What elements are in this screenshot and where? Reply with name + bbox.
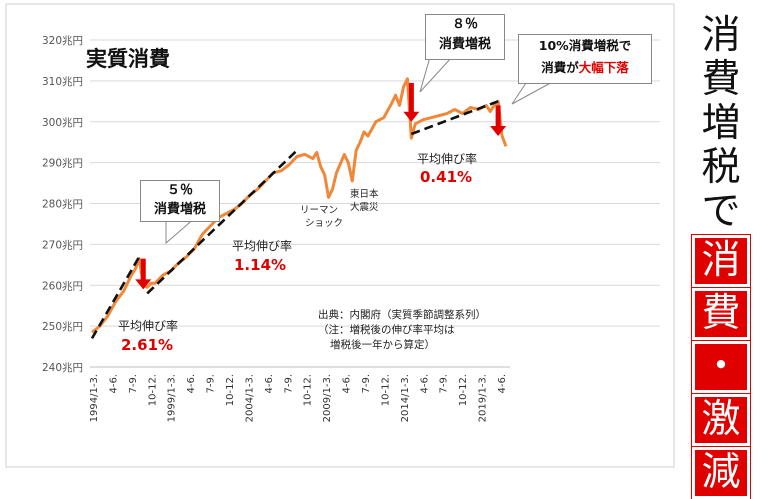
chart-title: 実質消費	[86, 47, 170, 71]
x-tick-label: 4-6.	[342, 374, 353, 394]
headline-red-char-4: 激	[692, 394, 750, 446]
headline-red-char-2: 費	[692, 288, 750, 340]
tax8-callout-tail	[419, 56, 454, 93]
tax8-callout-line2: 消費増税	[438, 37, 491, 52]
source-note-line2: （注：増税後の伸び率平均は	[318, 323, 455, 336]
source-note-line1: 出典：内閣府（実質季節調整系列）	[318, 308, 486, 321]
avg-rate-2-value: 1.14%	[234, 256, 286, 274]
headline-char-1: 消	[701, 13, 741, 58]
x-tick-label: 1999/1-3.	[167, 374, 178, 422]
slide: 240兆円 250兆円 260兆円 270兆円 280兆円 290兆円 300兆円 310兆円…	[5, 3, 762, 499]
x-tick-label: 10-12.	[225, 374, 236, 406]
tax-arrow-3-head	[490, 126, 507, 137]
x-tick-label: 10-12.	[303, 374, 314, 406]
avg-rate-1-value: 2.61%	[121, 336, 173, 354]
y-tick-label: 310兆円	[42, 76, 83, 88]
y-tick-label: 320兆円	[42, 35, 83, 47]
headline-char-5: で	[701, 189, 741, 234]
tax10-callout: 10%消費増税で 消費が大幅下落	[518, 34, 652, 84]
trend-layer	[90, 100, 499, 340]
tax10-callout-line2b: 大幅下落	[578, 60, 629, 75]
y-tick-label: 240兆円	[42, 362, 83, 374]
tax8-callout: ８％ 消費増税	[425, 14, 505, 60]
tax10-callout-line2: 消費が大幅下落	[519, 57, 651, 79]
earthquake-label-line2: 大震災	[350, 201, 379, 213]
x-tick-label: 1994/1-3.	[89, 374, 100, 422]
x-tick-label: 2019/1-3.	[478, 374, 489, 422]
x-tick-label: 4-6.	[497, 374, 508, 394]
x-tick-label: 10-12.	[147, 374, 158, 406]
x-tick-label: 2014/1-3.	[400, 374, 411, 422]
headline-red-char-5: 減	[692, 447, 750, 499]
trend-line-3	[410, 100, 499, 136]
tax10-callout-line2a: 消費が	[541, 60, 579, 75]
x-tick-label: 10-12.	[380, 374, 391, 406]
x-axis-ticks: 1994/1-3. 4-6. 7-9. 10-12. 1999/1-3. 4-6. 7-9.…	[89, 374, 508, 422]
x-tick-label: 4-6.	[264, 374, 275, 394]
tax-arrow-2-head	[403, 111, 420, 122]
tax8-callout-line1: ８％	[451, 17, 478, 32]
x-tick-label: 4-6.	[419, 374, 430, 394]
y-tick-label: 290兆円	[42, 158, 83, 170]
x-tick-label: 2009/1-3.	[322, 374, 333, 422]
x-tick-label: 10-12.	[458, 374, 469, 406]
trend-line-1	[90, 255, 141, 340]
tax5-callout: ５％ 消費増税	[140, 180, 220, 222]
avg-rate-2-label: 平均伸び率	[232, 238, 292, 253]
x-tick-label: 4-6.	[108, 374, 119, 394]
y-tick-label: 250兆円	[42, 321, 83, 333]
lehman-label-line1: リーマン	[300, 205, 338, 216]
x-tick-label: 7-9.	[439, 374, 450, 394]
chart: 240兆円 250兆円 260兆円 270兆円 280兆円 290兆円 300兆円 310兆円…	[5, 3, 675, 468]
avg-rate-3-label: 平均伸び率	[417, 151, 477, 166]
arrow-layer	[135, 82, 507, 290]
tax10-callout-line1: 10%消費増税で	[538, 38, 632, 53]
x-tick-label: 7-9.	[128, 374, 139, 394]
x-tick-label: 7-9.	[206, 374, 217, 394]
series-line-real-consumption	[91, 77, 508, 334]
x-tick-label: 7-9.	[283, 374, 294, 394]
tax5-callout-line1: ５％	[166, 183, 193, 198]
chart-frame	[5, 3, 675, 468]
lehman-label-line2: ショック	[305, 218, 343, 229]
x-tick-label: 7-9.	[361, 374, 372, 394]
tax5-callout-line2: 消費増税	[153, 202, 206, 217]
tax-arrow-1-head	[135, 279, 152, 290]
headline-char-2: 費	[701, 57, 741, 102]
trend-line-2	[146, 149, 298, 295]
source-note-line3: 増税後一年から算定）	[330, 338, 435, 351]
earthquake-label-line1: 東日本	[350, 188, 379, 200]
vertical-headline: 消 費 増 税 で 消 費 ・ 激 減	[680, 13, 762, 499]
x-tick-label: 4-6.	[186, 374, 197, 394]
avg-rate-1-label: 平均伸び率	[118, 318, 178, 333]
headline-char-3: 増	[701, 101, 741, 146]
y-tick-label: 280兆円	[42, 199, 83, 211]
y-axis-ticks: 240兆円 250兆円 260兆円 270兆円 280兆円 290兆円 300兆円 310兆円…	[42, 35, 83, 374]
y-tick-label: 300兆円	[42, 117, 83, 129]
y-tick-label: 260兆円	[42, 280, 83, 292]
headline-red-char-3: ・	[692, 341, 750, 393]
y-tick-label: 270兆円	[42, 239, 83, 251]
avg-rate-3-value: 0.41%	[420, 168, 472, 186]
series-layer	[91, 77, 508, 334]
headline-char-4: 税	[701, 145, 741, 190]
x-tick-label: 2004/1-3.	[244, 374, 255, 422]
headline-red-char-1: 消	[692, 235, 750, 287]
